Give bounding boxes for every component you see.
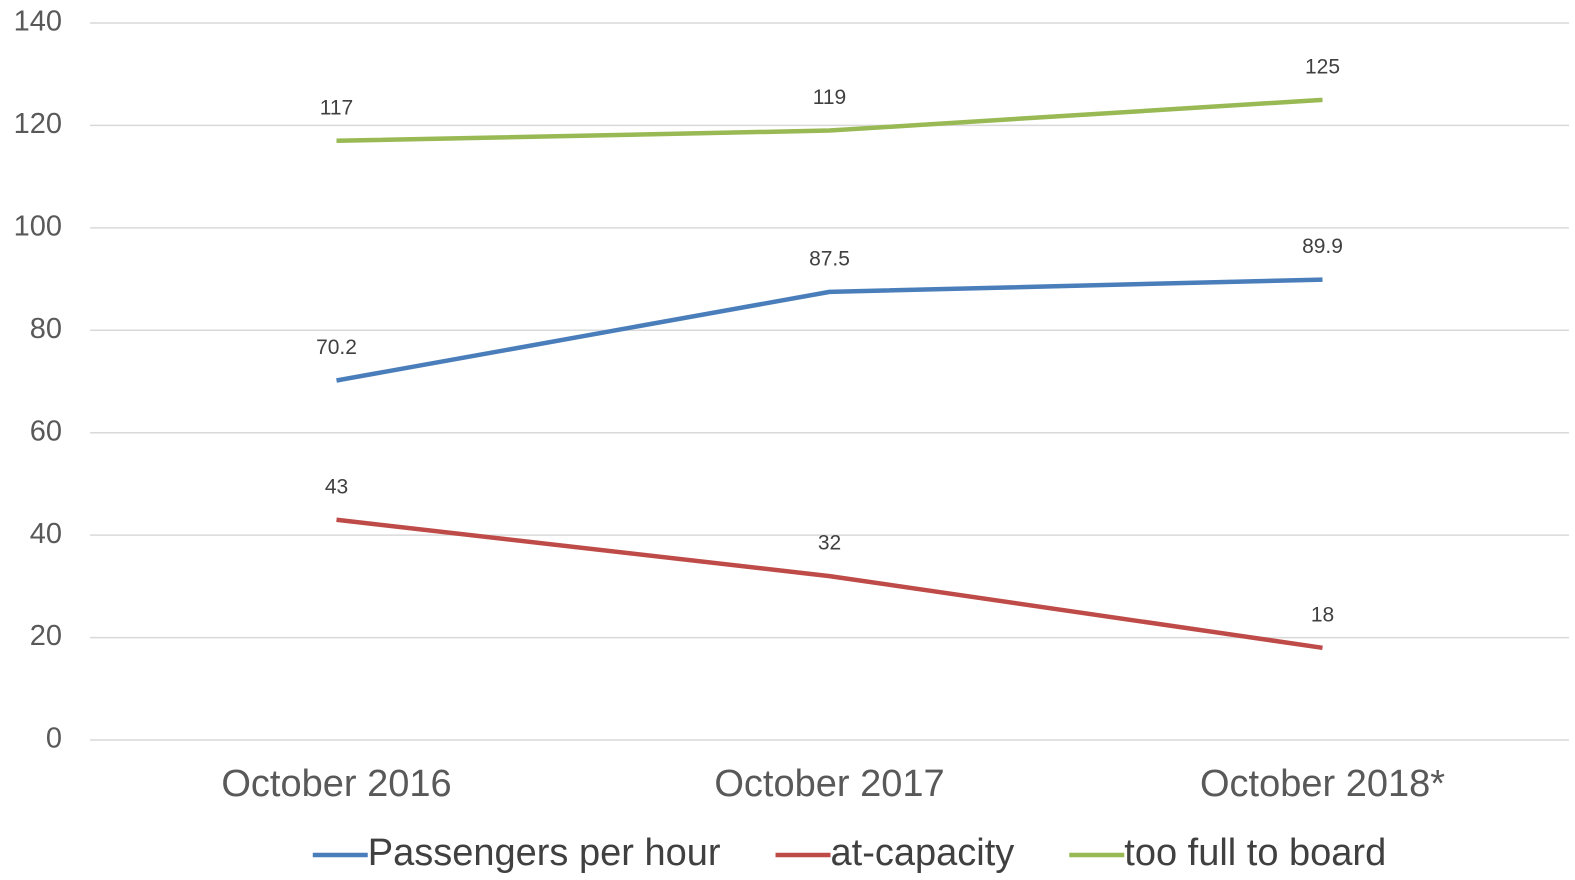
y-tick-label: 120 — [14, 108, 62, 140]
y-tick-label: 140 — [14, 6, 62, 38]
legend-label: too full to board — [1124, 832, 1386, 874]
x-tick-label: October 2018* — [1200, 763, 1445, 805]
data-label: 117 — [320, 96, 353, 119]
legend-label: at-capacity — [831, 832, 1015, 874]
data-label: 89.9 — [1302, 235, 1343, 258]
data-label: 32 — [818, 532, 841, 555]
y-tick-label: 20 — [30, 620, 62, 652]
legend-label: Passengers per hour — [368, 832, 721, 874]
y-tick-label: 60 — [30, 415, 62, 447]
series-line — [336, 517, 1323, 651]
x-tick-label: October 2017 — [714, 763, 944, 805]
data-label: 70.2 — [316, 336, 357, 359]
series-line — [336, 97, 1323, 144]
data-label: 43 — [325, 475, 348, 498]
x-tick-label: October 2016 — [221, 763, 451, 805]
y-tick-label: 0 — [46, 723, 62, 755]
data-label: 87.5 — [809, 247, 850, 270]
y-tick-label: 40 — [30, 518, 62, 550]
data-label: 125 — [1305, 55, 1340, 78]
data-label: 18 — [1311, 603, 1334, 626]
data-label: 119 — [813, 86, 846, 109]
series-line — [336, 277, 1323, 383]
y-tick-label: 80 — [30, 313, 62, 345]
y-tick-label: 100 — [14, 211, 62, 243]
